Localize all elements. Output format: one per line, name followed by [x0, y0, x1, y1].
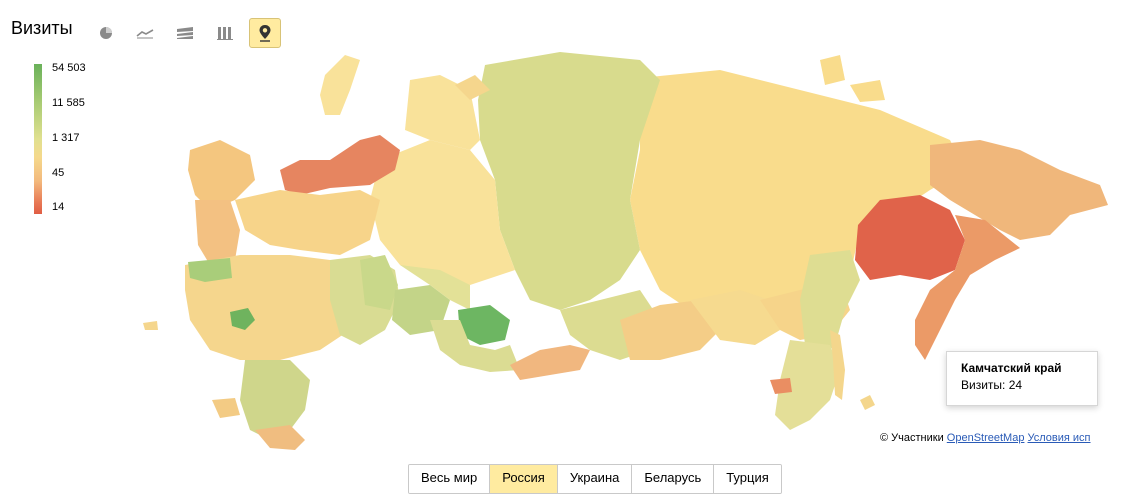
region-south[interactable] — [240, 360, 310, 440]
legend-label-max: 54 503 — [52, 62, 86, 74]
region-altai[interactable] — [510, 345, 590, 380]
region-chukotka[interactable] — [930, 140, 1108, 240]
region-jewish-ao[interactable] — [770, 378, 792, 394]
legend-label-min: 14 — [52, 201, 65, 213]
region-kaliningrad[interactable] — [143, 321, 158, 330]
region-nenets[interactable] — [280, 135, 400, 195]
openstreetmap-link[interactable]: OpenStreetMap — [946, 432, 1025, 444]
area-chart-button[interactable] — [169, 18, 201, 48]
region-novosibirsk[interactable] — [458, 305, 510, 345]
region-new-siberian[interactable] — [850, 80, 885, 102]
region-murmansk[interactable] — [188, 140, 255, 210]
legend-label-mid: 1 317 — [52, 132, 80, 144]
color-legend: 54 503 11 585 1 317 45 14 — [34, 62, 124, 216]
region-crimea[interactable] — [212, 398, 240, 418]
region-central[interactable] — [185, 255, 370, 360]
region-moscow[interactable] — [230, 308, 255, 330]
region-yamal[interactable] — [405, 75, 480, 150]
region-omsk-altai[interactable] — [430, 320, 520, 372]
region-west-siberia[interactable] — [370, 140, 515, 285]
map-pin-icon — [259, 25, 271, 42]
region-buryatia[interactable] — [620, 300, 720, 360]
legend-gradient-bar — [34, 64, 42, 214]
region-khabarovsk[interactable] — [800, 250, 860, 360]
region-novaya-zemlya[interactable] — [320, 55, 360, 115]
region-tabs: Весь мир Россия Украина Беларусь Турция — [408, 464, 782, 494]
tab-world[interactable]: Весь мир — [409, 465, 491, 493]
tooltip-region-name: Камчатский край — [961, 361, 1062, 375]
legend-label-high: 11 585 — [52, 97, 85, 109]
tab-ukraine[interactable]: Украина — [557, 465, 633, 493]
page-title: Визиты — [11, 18, 73, 38]
pie-chart-icon — [100, 27, 112, 39]
legend-label-low: 45 — [52, 167, 65, 179]
pie-chart-button[interactable] — [90, 18, 122, 48]
attribution-prefix: © Участники — [880, 432, 944, 444]
tab-turkey[interactable]: Турция — [714, 465, 781, 493]
bar-chart-button[interactable] — [209, 18, 241, 48]
area-chart-icon — [177, 27, 193, 39]
map-attribution: © Участники OpenStreetMap Условия исп — [880, 432, 1122, 444]
bar-chart-icon — [217, 27, 233, 40]
region-severnaya-zemlya[interactable] — [820, 55, 845, 85]
line-chart-button[interactable] — [129, 18, 161, 48]
region-caucasus[interactable] — [255, 425, 305, 450]
region-yakutia-east[interactable] — [630, 70, 965, 330]
region-zabaikalsky[interactable] — [690, 290, 780, 345]
tab-belarus[interactable]: Беларусь — [632, 465, 715, 493]
region-karelia[interactable] — [195, 200, 240, 265]
line-chart-icon — [136, 29, 154, 39]
region-leningrad[interactable] — [188, 258, 232, 282]
region-krasnoyarsk[interactable] — [478, 52, 660, 310]
region-tooltip: Камчатский край Визиты: 24 — [946, 351, 1098, 406]
region-sakhalin[interactable] — [830, 330, 845, 400]
region-tatarstan[interactable] — [360, 255, 398, 310]
region-magadan[interactable] — [855, 195, 965, 280]
tab-russia[interactable]: Россия — [490, 465, 558, 493]
region-kamchatka[interactable] — [915, 215, 1020, 360]
tooltip-metric: Визиты: 24 — [961, 378, 1023, 392]
region-primorye[interactable] — [775, 340, 840, 430]
terms-link[interactable]: Условия исп — [1027, 432, 1091, 444]
map-button[interactable] — [249, 18, 281, 48]
region-arkhangelsk[interactable] — [235, 190, 380, 255]
region-franz-josef[interactable] — [455, 75, 490, 100]
region-kuril[interactable] — [860, 395, 875, 410]
report-header: Визиты — [0, 14, 400, 50]
region-sverdlovsk[interactable] — [400, 265, 470, 310]
